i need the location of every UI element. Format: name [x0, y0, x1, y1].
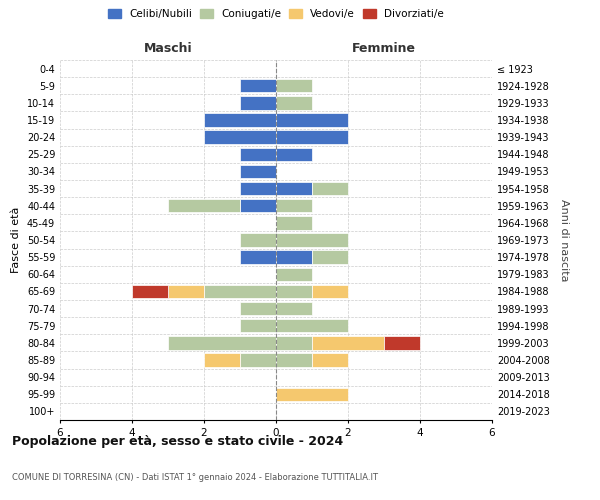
Bar	[312, 354, 348, 366]
Y-axis label: Anni di nascita: Anni di nascita	[559, 198, 569, 281]
Bar	[240, 199, 276, 212]
Bar	[276, 216, 312, 230]
Bar	[204, 284, 276, 298]
Bar	[312, 250, 348, 264]
Bar	[240, 234, 276, 246]
Bar	[276, 130, 348, 144]
Text: COMUNE DI TORRESINA (CN) - Dati ISTAT 1° gennaio 2024 - Elaborazione TUTTITALIA.: COMUNE DI TORRESINA (CN) - Dati ISTAT 1°…	[12, 473, 378, 482]
Bar	[276, 388, 348, 401]
Bar	[240, 79, 276, 92]
Bar	[168, 199, 240, 212]
Bar	[240, 319, 276, 332]
Bar	[276, 234, 348, 246]
Bar	[168, 284, 204, 298]
Bar	[240, 148, 276, 161]
Legend: Celibi/Nubili, Coniugati/e, Vedovi/e, Divorziati/e: Celibi/Nubili, Coniugati/e, Vedovi/e, Di…	[104, 5, 448, 24]
Y-axis label: Fasce di età: Fasce di età	[11, 207, 21, 273]
Bar	[240, 96, 276, 110]
Text: Femmine: Femmine	[352, 42, 416, 55]
Bar	[204, 130, 276, 144]
Bar	[276, 268, 312, 281]
Bar	[384, 336, 420, 349]
Text: Maschi: Maschi	[143, 42, 193, 55]
Bar	[276, 182, 312, 196]
Bar	[240, 302, 276, 316]
Bar	[204, 114, 276, 126]
Bar	[276, 284, 312, 298]
Bar	[204, 354, 240, 366]
Bar	[240, 164, 276, 178]
Bar	[312, 336, 384, 349]
Bar	[276, 114, 348, 126]
Bar	[312, 182, 348, 196]
Bar	[276, 199, 312, 212]
Bar	[276, 354, 312, 366]
Bar	[276, 79, 312, 92]
Bar	[132, 284, 168, 298]
Bar	[312, 284, 348, 298]
Bar	[240, 250, 276, 264]
Bar	[240, 182, 276, 196]
Bar	[168, 336, 276, 349]
Text: Popolazione per età, sesso e stato civile - 2024: Popolazione per età, sesso e stato civil…	[12, 435, 343, 448]
Bar	[276, 302, 312, 316]
Bar	[276, 148, 312, 161]
Bar	[240, 354, 276, 366]
Bar	[276, 336, 312, 349]
Bar	[276, 96, 312, 110]
Bar	[276, 250, 312, 264]
Bar	[276, 319, 348, 332]
